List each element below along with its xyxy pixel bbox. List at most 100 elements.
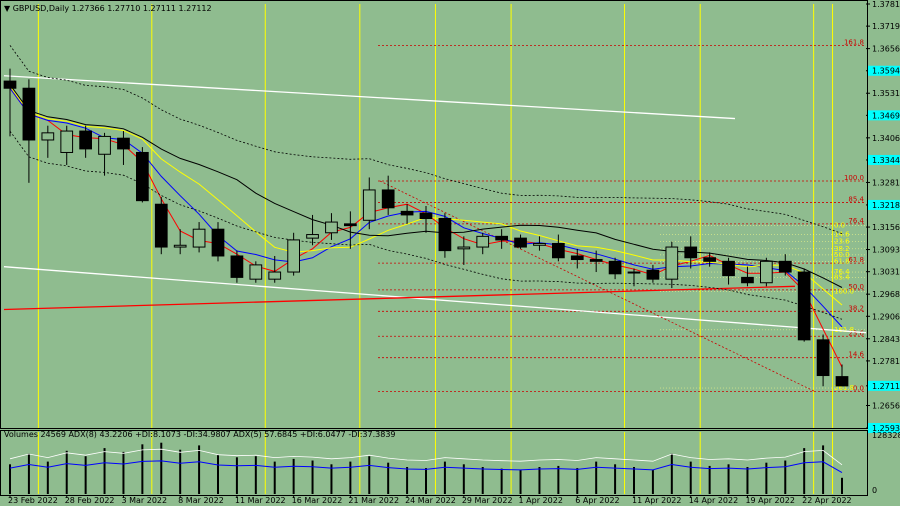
candle-body-8 <box>154 203 168 248</box>
price-label-0: 1.37810 <box>872 0 900 9</box>
fib-small-label-1: 14.6 <box>834 231 850 239</box>
candle-body-15 <box>287 239 300 273</box>
volume-axis-label-1: 0 <box>872 486 877 495</box>
bollinger-upper-line <box>9 45 843 234</box>
candle-body-34 <box>646 269 660 280</box>
fib-small-label-6: 76.4 <box>834 268 850 276</box>
price-label-8: 1.32810 <box>872 178 900 187</box>
fib-label-1: 100.0 <box>844 174 864 182</box>
candle-body-32 <box>608 260 622 275</box>
price-label-16: 1.27810 <box>872 357 900 366</box>
date-label-7: 24 Mar 2022 <box>405 496 456 505</box>
candle-body-24 <box>457 246 471 250</box>
candle-body-19 <box>362 189 376 221</box>
price-highlight-3 <box>868 65 900 76</box>
adx-plus-line <box>9 448 843 466</box>
price-highlight-7 <box>868 154 900 165</box>
candle-body-13 <box>249 264 263 280</box>
candle-body-23 <box>438 217 452 252</box>
candle-body-9 <box>173 244 187 248</box>
candle-body-40 <box>760 260 773 284</box>
price-highlight-19 <box>868 423 900 433</box>
fib-small-label-10: 261.8 <box>834 384 854 392</box>
candle-body-39 <box>741 276 754 284</box>
volume-axis-label-0: 128328 <box>872 431 900 440</box>
fib-label-4: 61.8 <box>848 256 864 264</box>
date-label-13: 19 Apr 2022 <box>745 496 794 505</box>
channel-lower-line <box>3 266 867 334</box>
date-label-12: 14 Apr 2022 <box>689 496 738 505</box>
candle-body-41 <box>778 260 792 273</box>
price-label-7: 1.33440 <box>872 156 900 165</box>
candle-body-44 <box>835 376 849 387</box>
fib-label-0: 161.8 <box>844 38 864 46</box>
trend-line <box>3 285 796 311</box>
price-label-11: 1.30930 <box>872 246 900 255</box>
fib-small-label-2: 23.6 <box>834 238 850 246</box>
fib-label-6: 38.2 <box>848 304 864 312</box>
price-label-18: 1.26560 <box>872 402 900 411</box>
candle-body-10 <box>192 228 206 248</box>
candle-body-35 <box>665 246 679 280</box>
price-label-10: 1.31560 <box>872 223 900 232</box>
price-label-19: 1.25930 <box>872 424 900 433</box>
price-highlight-5 <box>868 110 900 121</box>
price-label-15: 1.28430 <box>872 335 900 344</box>
date-label-3: 8 Mar 2022 <box>178 496 224 505</box>
date-label-9: 1 Apr 2022 <box>519 496 563 505</box>
candle-body-29 <box>552 242 565 259</box>
price-label-17: 1.27112 <box>872 382 900 391</box>
candle-body-21 <box>400 210 414 216</box>
fib-label-8: 14.6 <box>848 351 864 359</box>
price-highlight-17 <box>868 380 900 391</box>
candle-body-12 <box>230 255 244 278</box>
price-label-2: 1.36560 <box>872 45 900 54</box>
price-label-14: 1.29060 <box>872 312 900 321</box>
candle-body-3 <box>60 130 74 153</box>
candle-body-25 <box>476 235 490 248</box>
price-label-3: 1.35940 <box>872 67 900 76</box>
date-label-11: 11 Apr 2022 <box>632 496 681 505</box>
date-label-2: 3 Mar 2022 <box>121 496 167 505</box>
candle-body-1 <box>22 87 36 141</box>
candle-body-17 <box>325 221 338 234</box>
candle-body-38 <box>722 260 735 277</box>
date-label-10: 6 Apr 2022 <box>575 496 619 505</box>
fib-small-label-4: 50.0 <box>834 251 850 259</box>
price-label-13: 1.29680 <box>872 290 900 299</box>
fib-small-label-5: 61.8 <box>834 257 850 265</box>
fib-label-5: 50.0 <box>848 283 864 291</box>
candle-body-5 <box>98 135 111 155</box>
fib-small-label-9: 161.8 <box>834 326 854 334</box>
price-label-6: 1.34060 <box>872 134 900 143</box>
candle-body-6 <box>117 137 130 150</box>
fib-label-2: 85.4 <box>848 195 864 203</box>
candle-body-31 <box>589 259 603 262</box>
candle-body-27 <box>514 237 527 248</box>
candle-body-37 <box>703 257 716 262</box>
indicator-header: Volumes 24569 ADX(8) 43.2206 +DI:8.1073 … <box>4 430 396 439</box>
fib-small-label-0: 0.0 <box>834 222 845 230</box>
candle-body-42 <box>797 271 811 341</box>
price-label-12: 1.30310 <box>872 268 900 277</box>
candle-body-4 <box>79 130 92 150</box>
date-label-4: 11 Mar 2022 <box>235 496 286 505</box>
candle-body-36 <box>684 246 698 259</box>
date-label-1: 28 Feb 2022 <box>65 496 115 505</box>
candle-body-16 <box>306 234 319 239</box>
fib-label-9: 0.0 <box>853 385 864 393</box>
candle-body-33 <box>627 271 641 274</box>
price-highlight-9 <box>868 199 900 210</box>
date-label-5: 16 Mar 2022 <box>292 496 343 505</box>
channel-upper-line <box>3 75 736 120</box>
price-label-9: 1.32180 <box>872 201 900 210</box>
candle-body-43 <box>816 339 830 377</box>
candle-body-20 <box>381 189 395 209</box>
candle-body-0 <box>3 80 17 89</box>
date-label-6: 21 Mar 2022 <box>348 496 399 505</box>
fib-label-3: 76.4 <box>848 217 864 225</box>
date-label-14: 22 Apr 2022 <box>802 496 851 505</box>
candle-body-11 <box>211 228 225 257</box>
candle-body-28 <box>533 242 546 246</box>
